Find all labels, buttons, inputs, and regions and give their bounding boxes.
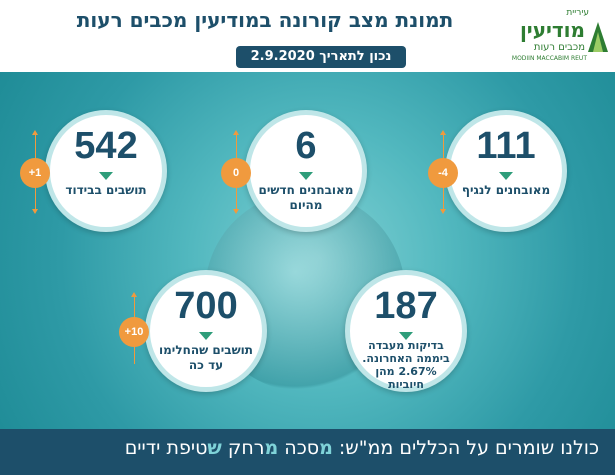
badge-new-today-change: 0 bbox=[221, 158, 251, 188]
card-tests-value: 187 bbox=[374, 285, 438, 327]
card-diagnosed-label: מאובחנים לנגיף bbox=[461, 183, 551, 197]
footer-word-hygiene: טיפת ידיים bbox=[124, 437, 208, 459]
footer-letter-distance: מ bbox=[264, 437, 279, 459]
page-title: תמונת מצב קורונה במודיעין מכבים רעות bbox=[76, 8, 454, 32]
card-diagnosed-value: 111 bbox=[476, 125, 536, 167]
card-isolation-label: תושבים בבידוד bbox=[65, 183, 147, 197]
logo-mark-icon bbox=[588, 22, 608, 52]
header: תמונת מצב קורונה במודיעין מכבים רעות נכו… bbox=[0, 0, 615, 72]
footer-intro: כולנו שומרים על הכללים ממ"ש: bbox=[338, 437, 599, 459]
card-diagnosed: 111 מאובחנים לנגיף bbox=[445, 110, 567, 232]
card-new-today-value: 6 bbox=[295, 125, 317, 167]
triangle-down-icon bbox=[99, 172, 113, 180]
triangle-down-icon bbox=[399, 332, 413, 340]
city-logo: עיריית מודיעין מכבים רעות MODIIN MACCABI… bbox=[509, 6, 609, 66]
triangle-down-icon bbox=[499, 172, 513, 180]
card-tests: 187 בדיקות מעבדה ביממה האחרונה. 2.67% מה… bbox=[345, 270, 467, 392]
footer-banner: כולנו שומרים על הכללים ממ"ש: מסכה מרחק ש… bbox=[0, 429, 615, 475]
badge-recovered-change: +10 bbox=[119, 317, 149, 347]
logo-line-2: מודיעין bbox=[519, 18, 585, 42]
logo-line-3: מכבים רעות bbox=[533, 42, 585, 53]
logo-line-4: MODIIN MACCABIM REUT bbox=[511, 55, 587, 62]
logo-line-1: עיריית bbox=[566, 8, 589, 18]
footer-rules: כולנו שומרים על הכללים ממ"ש: מסכה מרחק ש… bbox=[125, 437, 599, 459]
card-new-today-label: מאובחנים חדשים מהיום bbox=[258, 183, 354, 212]
footer-letter-hygiene: ש bbox=[207, 437, 222, 459]
stats-panel: 111 מאובחנים לנגיף -4 6 מאובחנים חדשים מ… bbox=[0, 72, 615, 429]
card-isolation-value: 542 bbox=[74, 125, 138, 167]
card-new-today: 6 מאובחנים חדשים מהיום bbox=[245, 110, 367, 232]
badge-isolation-change: +1 bbox=[20, 158, 50, 188]
footer-word-distance: רחק bbox=[227, 437, 265, 459]
triangle-down-icon bbox=[199, 332, 213, 340]
card-tests-label: בדיקות מעבדה ביממה האחרונה. 2.67% מהן חי… bbox=[362, 339, 450, 391]
card-recovered-label: תושבים שהחלימו עד כה bbox=[159, 343, 253, 372]
footer-letter-mask: מ bbox=[319, 437, 333, 459]
card-recovered: 700 תושבים שהחלימו עד כה bbox=[145, 270, 267, 392]
card-isolation: 542 תושבים בבידוד bbox=[45, 110, 167, 232]
footer-word-mask: סכה bbox=[284, 437, 320, 459]
card-recovered-value: 700 bbox=[174, 285, 238, 327]
badge-diagnosed-change: -4 bbox=[428, 158, 458, 188]
date-badge: נכון לתאריך 2.9.2020 bbox=[236, 46, 406, 68]
triangle-down-icon bbox=[299, 172, 313, 180]
